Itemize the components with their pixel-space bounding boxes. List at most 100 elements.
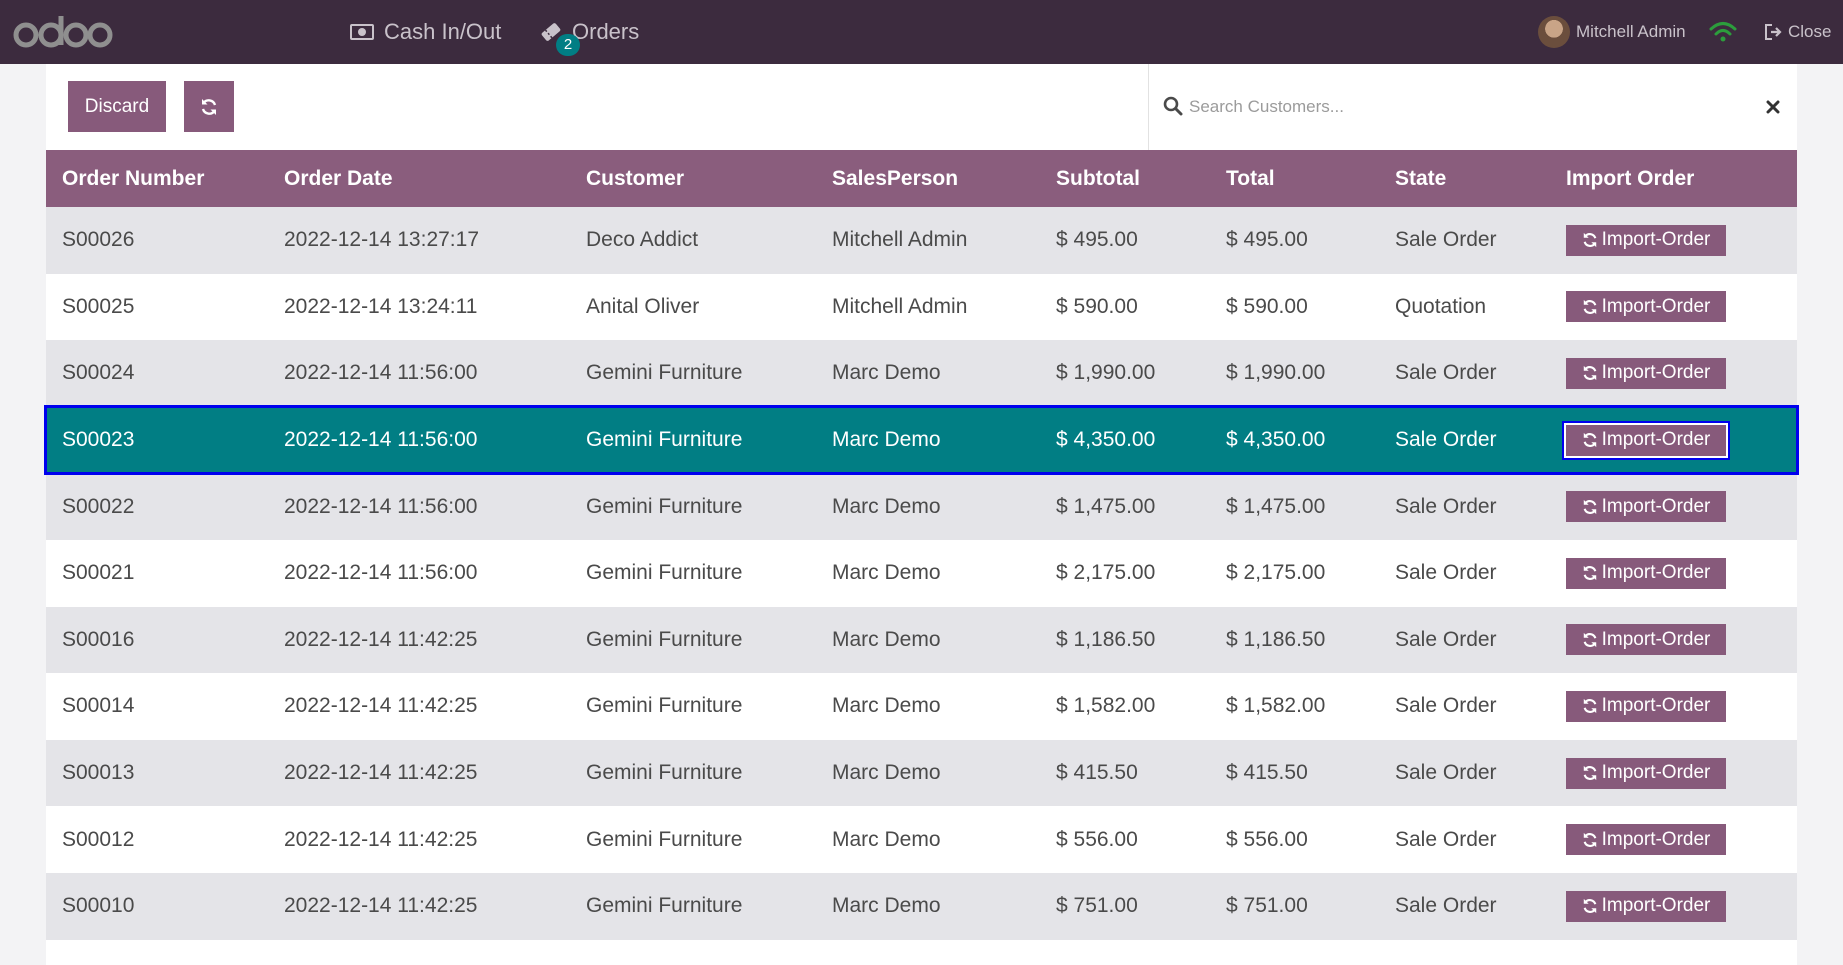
- state-cell: Sale Order: [1395, 761, 1497, 785]
- import-order-button[interactable]: Import-Order: [1566, 224, 1726, 256]
- import-order-button[interactable]: Import-Order: [1566, 491, 1726, 523]
- state-cell: Sale Order: [1395, 627, 1497, 651]
- header-total: Total: [1226, 166, 1275, 190]
- salesperson-cell: Marc Demo: [832, 761, 941, 785]
- nav-cash-in-out[interactable]: Cash In/Out: [350, 0, 501, 64]
- wifi-icon: [1708, 18, 1738, 46]
- header-salesperson: SalesPerson: [832, 166, 959, 190]
- refresh-icon: [201, 98, 217, 115]
- import-order-button[interactable]: Import-Order: [1566, 357, 1726, 389]
- state-cell: Sale Order: [1395, 561, 1497, 585]
- refresh-icon: [1583, 765, 1596, 781]
- nav-cash-label: Cash In/Out: [384, 19, 502, 44]
- customer-cell: Gemini Furniture: [586, 627, 743, 651]
- import-order-label: Import-Order: [1601, 295, 1711, 317]
- top-navbar: Cash In/Out 2 Orders Mitchell Admin: [0, 0, 1843, 64]
- total-cell: $ 1,990.00: [1226, 361, 1326, 385]
- nav-orders-label: Orders: [572, 19, 640, 44]
- clear-search-icon[interactable]: [1761, 95, 1785, 119]
- order-number-cell: S00022: [62, 494, 135, 518]
- order-number-cell: S00016: [62, 627, 135, 651]
- refresh-button[interactable]: [184, 81, 234, 132]
- state-cell: Sale Order: [1395, 827, 1497, 851]
- import-order-button[interactable]: Import-Order: [1566, 824, 1726, 856]
- table-body: S00026 2022-12-14 13:27:17 Deco Addict M…: [44, 207, 1799, 940]
- order-date-cell: 2022-12-14 13:24:11: [284, 294, 478, 318]
- table-row[interactable]: S00025 2022-12-14 13:24:11 Anital Oliver…: [46, 273, 1797, 341]
- import-order-button[interactable]: Import-Order: [1566, 890, 1726, 922]
- close-button[interactable]: Close: [1764, 0, 1831, 64]
- table-row[interactable]: S00014 2022-12-14 11:42:25 Gemini Furnit…: [46, 673, 1797, 740]
- refresh-icon: [1583, 699, 1596, 714]
- state-cell: Sale Order: [1395, 228, 1497, 252]
- subtotal-cell: $ 1,582.00: [1056, 694, 1156, 718]
- refresh-icon: [1583, 299, 1596, 315]
- orders-table: Order Number Order Date Customer SalesPe…: [44, 150, 1799, 940]
- odoo-logo-icon: [13, 16, 113, 48]
- discard-button[interactable]: Discard: [68, 81, 166, 132]
- total-cell: $ 751.00: [1226, 894, 1308, 918]
- import-order-button[interactable]: Import-Order: [1566, 624, 1726, 656]
- import-order-label: Import-Order: [1601, 762, 1711, 784]
- state-cell: Sale Order: [1395, 694, 1497, 718]
- refresh-icon: [1583, 566, 1596, 581]
- close-label: Close: [1788, 22, 1832, 41]
- import-order-label: Import-Order: [1601, 828, 1711, 850]
- table-row[interactable]: S00012 2022-12-14 11:42:25 Gemini Furnit…: [46, 806, 1797, 873]
- header-state: State: [1395, 166, 1447, 190]
- import-order-label: Import-Order: [1601, 562, 1711, 584]
- state-cell: Sale Order: [1395, 361, 1497, 385]
- import-order-button[interactable]: Import-Order: [1566, 757, 1726, 789]
- import-order-button[interactable]: Import-Order: [1566, 291, 1726, 323]
- salesperson-cell: Marc Demo: [832, 428, 941, 452]
- salesperson-cell: Marc Demo: [832, 827, 941, 851]
- order-date-cell: 2022-12-14 11:42:25: [284, 827, 478, 851]
- import-order-label: Import-Order: [1601, 495, 1711, 517]
- order-number-cell: S00025: [62, 294, 135, 318]
- subtotal-cell: $ 1,186.50: [1056, 627, 1156, 651]
- orders-screen: Discard: [44, 64, 1799, 965]
- total-cell: $ 590.00: [1226, 294, 1308, 318]
- header-order-date: Order Date: [284, 166, 393, 190]
- table-row[interactable]: S00023 2022-12-14 11:56:00 Gemini Furnit…: [44, 404, 1799, 476]
- table-row[interactable]: S00013 2022-12-14 11:42:25 Gemini Furnit…: [46, 739, 1797, 807]
- order-date-cell: 2022-12-14 11:56:00: [284, 494, 478, 518]
- header-order-number: Order Number: [62, 166, 205, 190]
- refresh-icon: [1583, 832, 1596, 847]
- customer-cell: Gemini Furniture: [586, 694, 743, 718]
- import-order-button[interactable]: Import-Order: [1566, 690, 1726, 722]
- import-order-label: Import-Order: [1601, 895, 1711, 917]
- table-row[interactable]: S00026 2022-12-14 13:27:17 Deco Addict M…: [46, 207, 1797, 274]
- table-row[interactable]: S00022 2022-12-14 11:56:00 Gemini Furnit…: [46, 473, 1797, 540]
- nav-orders[interactable]: 2 Orders: [540, 0, 639, 64]
- import-order-label: Import-Order: [1601, 362, 1711, 384]
- table-row[interactable]: S00016 2022-12-14 11:42:25 Gemini Furnit…: [46, 606, 1797, 674]
- salesperson-cell: Marc Demo: [832, 894, 941, 918]
- salesperson-cell: Marc Demo: [832, 627, 941, 651]
- avatar: [1538, 16, 1570, 48]
- state-cell: Sale Order: [1395, 494, 1497, 518]
- header-subtotal: Subtotal: [1056, 166, 1140, 190]
- user-menu[interactable]: Mitchell Admin: [1538, 0, 1686, 64]
- table-row[interactable]: S00010 2022-12-14 11:42:25 Gemini Furnit…: [46, 872, 1797, 940]
- table-row[interactable]: S00021 2022-12-14 11:56:00 Gemini Furnit…: [46, 539, 1797, 607]
- import-order-button[interactable]: Import-Order: [1566, 557, 1726, 589]
- total-cell: $ 556.00: [1226, 827, 1308, 851]
- order-number-cell: S00012: [62, 827, 135, 851]
- control-panel: Discard: [46, 64, 1797, 150]
- subtotal-cell: $ 556.00: [1056, 827, 1138, 851]
- odoo-logo: [12, 12, 114, 52]
- customer-cell: Anital Oliver: [586, 294, 700, 318]
- table-row[interactable]: S00024 2022-12-14 11:56:00 Gemini Furnit…: [46, 340, 1797, 407]
- customer-cell: Gemini Furniture: [586, 761, 743, 785]
- total-cell: $ 4,350.00: [1226, 428, 1326, 452]
- total-cell: $ 1,582.00: [1226, 694, 1326, 718]
- refresh-icon: [1583, 499, 1596, 514]
- import-order-label: Import-Order: [1601, 695, 1711, 717]
- search-input[interactable]: [1187, 90, 1707, 124]
- total-cell: $ 415.50: [1226, 761, 1308, 785]
- order-number-cell: S00014: [62, 694, 135, 718]
- import-order-button[interactable]: Import-Order: [1564, 422, 1728, 458]
- order-date-cell: 2022-12-14 11:56:00: [284, 361, 478, 385]
- total-cell: $ 2,175.00: [1226, 561, 1326, 585]
